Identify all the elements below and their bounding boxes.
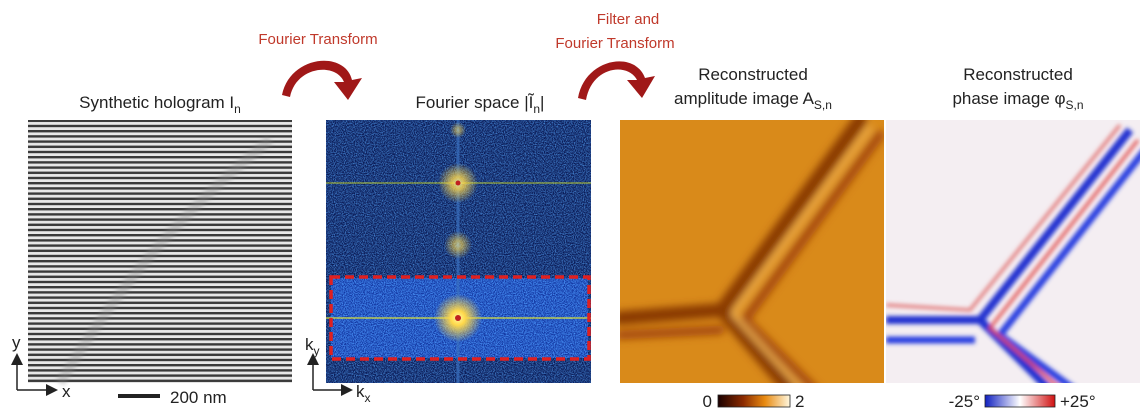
text-part: Synthetic hologram I — [79, 93, 234, 112]
text-part: Fourier space | — [416, 93, 529, 112]
text-part: S,n — [814, 98, 832, 112]
axis-label: kx — [356, 382, 371, 405]
panel-title: Synthetic hologram In — [79, 93, 241, 116]
arrow-label: Fourier Transform — [555, 35, 674, 52]
axis-label: x — [62, 382, 71, 401]
text-part: S,n — [1066, 98, 1084, 112]
colorbar-label: 0 — [703, 392, 712, 411]
panel-title: Reconstructed — [963, 65, 1073, 84]
axis-label: ky — [305, 335, 320, 358]
arrow-label: Fourier Transform — [258, 31, 377, 48]
colorbar — [718, 395, 790, 407]
text-part: n — [533, 102, 540, 116]
text-part: | — [540, 93, 544, 112]
hologram-image — [28, 120, 292, 383]
text-part: y — [314, 344, 320, 358]
text-part: x — [365, 391, 371, 405]
curved-arrow — [282, 61, 362, 100]
arrow-label: Filter and — [597, 11, 660, 28]
figure: Fourier Transform Filter and Fourier Tra… — [0, 0, 1143, 412]
panel-title: phase image φS,n — [952, 89, 1083, 112]
phase-image — [886, 120, 1143, 390]
panel-title: amplitude image AS,n — [674, 89, 832, 112]
text-part: amplitude image A — [674, 89, 815, 108]
colorbar — [985, 395, 1055, 407]
colorbar-label: -25° — [949, 392, 980, 411]
curved-arrow — [578, 61, 655, 100]
scale-bar-label: 200 nm — [170, 388, 227, 407]
panel-title: Reconstructed — [698, 65, 808, 84]
axis-label: y — [12, 333, 21, 352]
text-part: phase image φ — [952, 89, 1065, 108]
colorbar-label: +25° — [1060, 392, 1096, 411]
colorbar-label: 2 — [795, 392, 804, 411]
text-part: n — [234, 102, 241, 116]
amplitude-image — [620, 120, 884, 390]
panel-title: Fourier space |Ĩn| — [416, 93, 545, 116]
fourier-image — [326, 120, 591, 383]
